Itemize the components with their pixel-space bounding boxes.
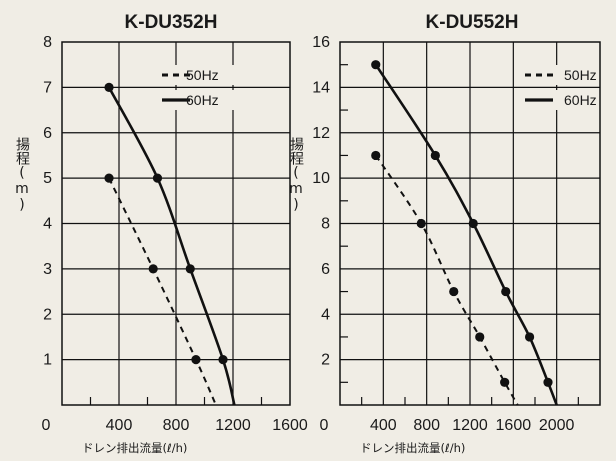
origin-label: 0 bbox=[320, 417, 329, 434]
y-tick-label: 8 bbox=[321, 216, 330, 233]
x-tick-label: 400 bbox=[370, 417, 397, 434]
series-line-60Hz bbox=[107, 86, 236, 406]
legend-label: 50Hz bbox=[186, 67, 219, 83]
data-point bbox=[185, 264, 195, 274]
y-tick-label: 16 bbox=[312, 34, 330, 51]
series-60Hz bbox=[371, 60, 558, 406]
data-point bbox=[500, 377, 510, 387]
y-tick-label: 10 bbox=[312, 170, 330, 187]
data-point bbox=[148, 264, 158, 274]
legend-backdrop bbox=[521, 65, 597, 85]
data-point bbox=[104, 82, 114, 92]
y-tick-label: 1 bbox=[43, 352, 52, 369]
minor-ticks bbox=[340, 64, 579, 405]
series-line-60Hz bbox=[374, 63, 558, 406]
y-tick-label: 3 bbox=[43, 261, 52, 278]
y-tick-label: 4 bbox=[321, 306, 330, 323]
y-tick-label: 2 bbox=[321, 352, 330, 369]
x-tick-label: 800 bbox=[413, 417, 440, 434]
legend-label: 60Hz bbox=[564, 92, 597, 108]
x-tick-label: 1600 bbox=[496, 417, 532, 434]
x-tick-label: 800 bbox=[163, 417, 190, 434]
y-axis-label: 揚程(m) bbox=[288, 136, 304, 213]
chart-title: K-DU552H bbox=[426, 12, 519, 33]
legend-label: 50Hz bbox=[564, 67, 597, 83]
data-point bbox=[524, 332, 535, 342]
data-point bbox=[104, 173, 114, 183]
data-point bbox=[371, 60, 381, 70]
series-60Hz bbox=[104, 82, 236, 406]
origin-label: 0 bbox=[42, 417, 51, 434]
y-tick-label: 5 bbox=[43, 170, 52, 187]
y-tick-label: 6 bbox=[43, 125, 52, 142]
chart-title: K-DU352H bbox=[125, 12, 218, 33]
y-axis-label: 揚程(m) bbox=[14, 136, 30, 213]
plot-frame bbox=[339, 41, 601, 406]
legend-backdrop bbox=[158, 90, 234, 110]
legend-entry-60Hz: 60Hz bbox=[521, 90, 597, 110]
x-axis-label: ドレン排出流量(ℓ/h) bbox=[360, 441, 465, 455]
data-point bbox=[416, 218, 426, 229]
data-point bbox=[468, 218, 478, 229]
y-tick-label: 14 bbox=[312, 79, 330, 96]
legend-entry-50Hz: 50Hz bbox=[158, 65, 234, 85]
legend-label: 60Hz bbox=[186, 92, 219, 108]
series-50Hz bbox=[371, 150, 519, 406]
chart-panel-1: K-DU352H 1 2 3 4 5 6 7 8 400 800 1200 1600 0 ドレン排出流量(ℓ… bbox=[14, 12, 308, 455]
data-point bbox=[501, 286, 511, 297]
legend-entry-50Hz: 50Hz bbox=[521, 65, 597, 85]
y-tick-label: 6 bbox=[321, 261, 330, 278]
legend-backdrop bbox=[521, 90, 597, 110]
x-tick-label: 1600 bbox=[272, 417, 308, 434]
minor-ticks bbox=[89, 397, 263, 405]
y-tick-label: 12 bbox=[312, 125, 330, 142]
data-point bbox=[371, 150, 381, 161]
data-point bbox=[449, 286, 459, 297]
x-tick-label: 2000 bbox=[539, 417, 575, 434]
series-50Hz bbox=[104, 173, 217, 406]
data-point bbox=[543, 377, 553, 387]
x-axis-label: ドレン排出流量(ℓ/h) bbox=[82, 441, 187, 455]
data-point bbox=[475, 332, 485, 342]
plot-frame bbox=[61, 41, 291, 406]
data-point bbox=[152, 173, 163, 183]
y-tick-label: 7 bbox=[43, 79, 52, 96]
chart-panel-2: K-DU552H 2 4 6 8 10 12 14 16 400 800 1200 1600 2000 0 ド… bbox=[288, 12, 601, 455]
y-tick-label: 8 bbox=[43, 34, 52, 51]
data-point bbox=[191, 355, 201, 365]
y-tick-label: 4 bbox=[43, 216, 52, 233]
data-point bbox=[218, 355, 228, 365]
data-point bbox=[430, 150, 440, 161]
grid-lines bbox=[340, 42, 600, 405]
legend-entry-60Hz: 60Hz bbox=[158, 90, 234, 110]
y-tick-label: 2 bbox=[43, 306, 52, 323]
x-tick-label: 1200 bbox=[215, 417, 251, 434]
x-tick-label: 1200 bbox=[452, 417, 488, 434]
x-tick-label: 400 bbox=[106, 417, 133, 434]
series-line-50Hz bbox=[108, 177, 217, 406]
series-line-50Hz bbox=[374, 154, 519, 406]
legend-backdrop bbox=[158, 65, 234, 85]
